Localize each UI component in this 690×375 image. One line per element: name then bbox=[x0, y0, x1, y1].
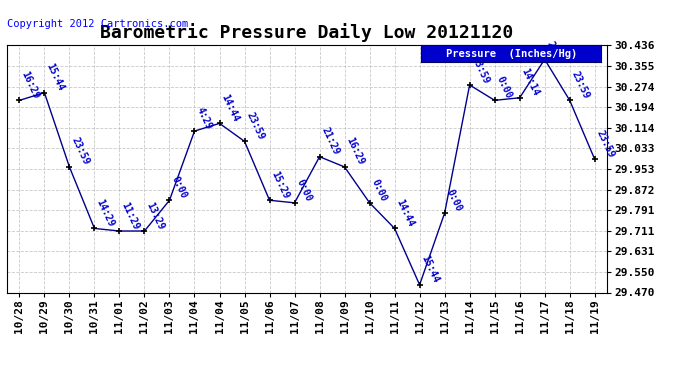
Text: 21:29: 21:29 bbox=[319, 126, 341, 157]
Text: 23:: 23: bbox=[544, 39, 561, 59]
Text: 11:29: 11:29 bbox=[119, 200, 141, 231]
Text: 14:44: 14:44 bbox=[219, 93, 241, 123]
Text: 14:44: 14:44 bbox=[395, 198, 416, 228]
Text: 16:29: 16:29 bbox=[19, 69, 41, 100]
Text: 13:29: 13:29 bbox=[144, 200, 166, 231]
Text: 15:44: 15:44 bbox=[420, 254, 441, 285]
Text: 23:59: 23:59 bbox=[470, 54, 491, 85]
Text: 14:29: 14:29 bbox=[95, 198, 116, 228]
Text: Copyright 2012 Cartronics.com: Copyright 2012 Cartronics.com bbox=[7, 19, 188, 29]
Text: 23:59: 23:59 bbox=[244, 111, 266, 141]
Text: 16:29: 16:29 bbox=[344, 136, 366, 167]
Text: 15:44: 15:44 bbox=[44, 62, 66, 93]
Text: 0:00: 0:00 bbox=[370, 177, 388, 203]
Text: 23:59: 23:59 bbox=[595, 128, 616, 159]
Text: 0:00: 0:00 bbox=[170, 175, 188, 200]
Text: 23:59: 23:59 bbox=[70, 136, 91, 167]
Text: 14:14: 14:14 bbox=[520, 67, 541, 98]
Text: 0:00: 0:00 bbox=[444, 188, 464, 213]
Text: 15:29: 15:29 bbox=[270, 170, 291, 200]
Text: 0:00: 0:00 bbox=[295, 177, 313, 203]
Text: 4:29: 4:29 bbox=[195, 106, 213, 131]
Text: 23:59: 23:59 bbox=[570, 69, 591, 100]
Text: 0:00: 0:00 bbox=[495, 75, 513, 100]
Title: Barometric Pressure Daily Low 20121120: Barometric Pressure Daily Low 20121120 bbox=[101, 23, 513, 42]
